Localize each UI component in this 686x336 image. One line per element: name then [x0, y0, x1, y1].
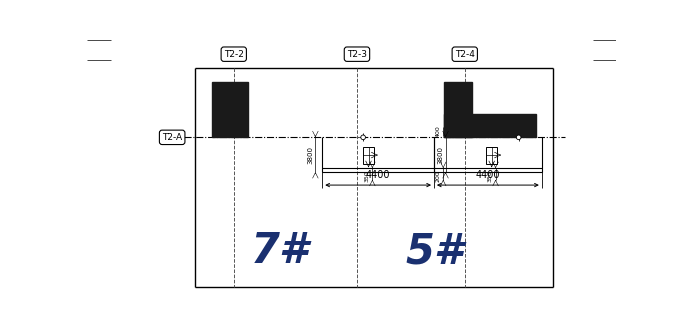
- Text: 3800: 3800: [437, 146, 443, 164]
- Text: 4400: 4400: [475, 170, 500, 180]
- Bar: [486, 146, 497, 164]
- Text: 350: 350: [488, 170, 493, 182]
- Text: T2-4: T2-4: [455, 50, 475, 59]
- Bar: [444, 114, 536, 137]
- Text: T2-2: T2-2: [224, 50, 244, 59]
- Bar: [444, 82, 472, 137]
- Text: 5#: 5#: [405, 230, 463, 272]
- Text: 3800: 3800: [307, 146, 313, 164]
- Bar: [212, 82, 248, 137]
- Text: 350: 350: [364, 170, 370, 182]
- Text: 400: 400: [436, 125, 440, 137]
- Text: T2-3: T2-3: [347, 50, 367, 59]
- Bar: [363, 146, 374, 164]
- Text: T2-A: T2-A: [162, 133, 182, 142]
- Circle shape: [361, 135, 366, 140]
- Text: 4400: 4400: [366, 170, 390, 180]
- Circle shape: [517, 135, 521, 140]
- Text: 7#: 7#: [251, 230, 309, 272]
- Text: 200: 200: [436, 170, 440, 182]
